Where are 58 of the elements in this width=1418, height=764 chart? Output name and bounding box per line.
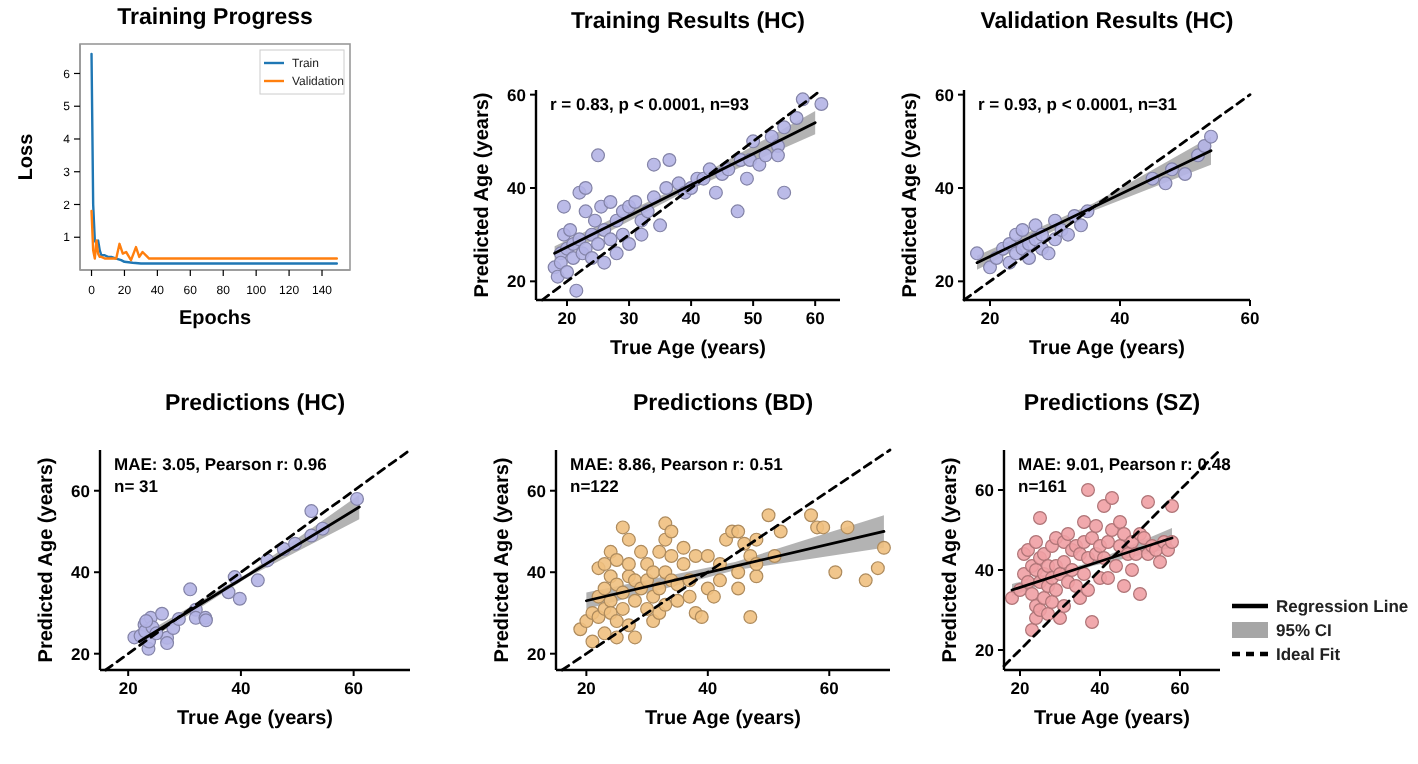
y-tick-label: 20 [71,643,91,664]
annotation: MAE: 8.86, Pearson r: 0.51 [570,454,784,474]
annotation: n=161 [1018,476,1068,496]
annotation: r = 0.83, p < 0.0001, n=93 [550,94,750,114]
x-tick-label: 20 [576,678,597,698]
legend-label: Ideal Fit [1276,643,1341,664]
x-tick-label: 40 [698,678,718,698]
y-tick-label: 40 [527,562,547,583]
x-tick-label: 40 [1110,308,1130,328]
x-axis-title: True Age (years) [177,708,333,730]
y-axis-title: Predicted Age (years) [940,457,962,663]
y-tick-label: 40 [71,562,91,583]
legend-label: Regression Line [1276,595,1409,616]
y-tick-label: 40 [975,559,995,580]
x-tick-label: 60 [1170,678,1190,698]
x-tick-label: 20 [557,308,578,328]
text: 95% CI [1276,619,1332,640]
x-tick-label: 20 [118,678,139,698]
y-axis-title: Predicted Age (years) [472,92,494,298]
y-axis-title: Predicted Age (years) [492,457,514,663]
x-tick-label: 20 [1010,678,1030,698]
x-axis-title: True Age (years) [610,338,766,360]
x-axis-title: True Age (years) [645,708,801,730]
chart-title: Training Results (HC) [571,10,806,34]
x-tick-label: 50 [743,308,764,328]
annotation: n=122 [570,476,620,496]
x-tick-label: 60 [819,678,840,698]
y-tick-label: 60 [935,84,955,105]
x-axis-title: True Age (years) [1029,338,1185,360]
chart-title: Validation Results (HC) [980,10,1234,34]
y-tick-label: 60 [527,480,547,501]
annotation: r = 0.93, p < 0.0001, n=31 [978,94,1178,114]
x-axis-title: Epochs [178,308,252,330]
y-tick-label: 40 [935,177,955,198]
chart-title: Training Progress [117,6,313,30]
y-axis-title: Loss [16,132,38,181]
x-axis-title: True Age (years) [1034,708,1190,730]
x-tick-label: 30 [619,308,640,328]
x-tick-label: 40 [681,308,702,328]
chart-title: Predictions (SZ) [1023,392,1201,416]
y-axis-title: Predicted Age (years) [900,92,922,298]
x-tick-label: 40 [1090,678,1110,698]
y-tick-label: 60 [71,480,91,501]
annotation: MAE: 3.05, Pearson r: 0.96 [114,454,328,474]
annotation: n= 31 [114,476,159,496]
x-tick-label: 60 [1240,308,1260,328]
x-tick-label: 40 [231,678,251,698]
y-tick-label: 60 [507,84,527,105]
y-tick-label: 20 [975,639,995,660]
annotation: MAE: 9.01, Pearson r: 0.48 [1018,454,1232,474]
y-tick-label: 40 [507,177,527,198]
y-axis-title: Predicted Age (years) [36,457,58,663]
y-tick-label: 20 [527,643,547,664]
chart-title: Predictions (HC) [164,392,346,416]
y-tick-label: 60 [975,479,995,500]
x-tick-label: 60 [805,308,826,328]
x-tick-label: 60 [344,678,364,698]
chart-title: Predictions (BD) [632,392,814,416]
